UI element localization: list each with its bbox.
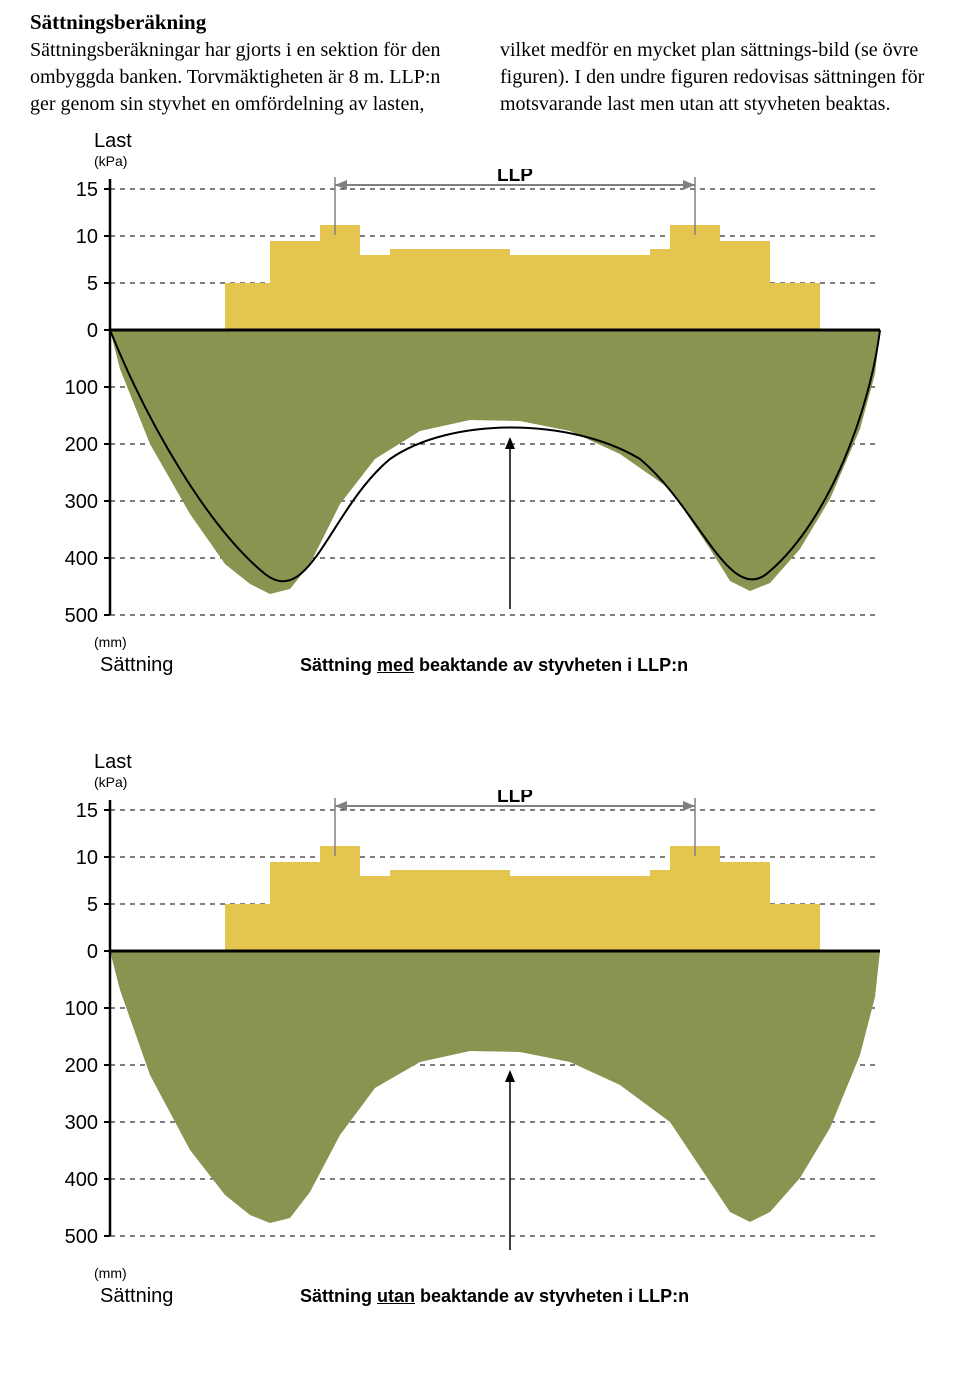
chart-bottom-svg: 15 10 5 0 100 200 300 400 500 LLP bbox=[30, 790, 890, 1260]
sattning-label-bot: Sättning bbox=[100, 1285, 300, 1308]
svg-text:LLP: LLP bbox=[497, 790, 533, 807]
sattning-label-top: Sättning bbox=[100, 654, 300, 677]
axis-unit-kpa: (kPa) bbox=[94, 153, 930, 169]
svg-text:500: 500 bbox=[65, 1226, 98, 1248]
axis-title-load-b: Last bbox=[94, 751, 930, 774]
caption-bottom: Sättning utan beaktande av styvheten i L… bbox=[300, 1286, 689, 1307]
chart-top: Last (kPa) 15 10 5 0 100 200 300 400 500 LLP (mm)… bbox=[30, 130, 930, 677]
svg-text:0: 0 bbox=[87, 320, 98, 342]
svg-text:LLP: LLP bbox=[497, 169, 533, 186]
chart-bottom: Last (kPa) 15 10 5 0 100 200 300 400 500 LLP (mm)… bbox=[30, 751, 930, 1308]
svg-text:400: 400 bbox=[65, 548, 98, 570]
svg-text:15: 15 bbox=[76, 800, 98, 822]
intro-paragraphs: Sättningsberäkningar har gjorts i en sek… bbox=[30, 37, 930, 118]
svg-text:200: 200 bbox=[65, 1055, 98, 1077]
chart-top-svg: 15 10 5 0 100 200 300 400 500 LLP bbox=[30, 169, 890, 629]
svg-text:200: 200 bbox=[65, 434, 98, 456]
svg-text:100: 100 bbox=[65, 377, 98, 399]
intro-right: vilket medför en mycket plan sättnings-b… bbox=[500, 37, 930, 118]
svg-text:300: 300 bbox=[65, 491, 98, 513]
svg-text:10: 10 bbox=[76, 226, 98, 248]
axis-unit-mm-top: (mm) bbox=[94, 634, 930, 650]
svg-text:10: 10 bbox=[76, 847, 98, 869]
svg-text:300: 300 bbox=[65, 1112, 98, 1134]
axis-unit-kpa-b: (kPa) bbox=[94, 774, 930, 790]
svg-text:5: 5 bbox=[87, 273, 98, 295]
svg-text:500: 500 bbox=[65, 605, 98, 627]
svg-text:5: 5 bbox=[87, 894, 98, 916]
axis-title-load: Last bbox=[94, 130, 930, 153]
caption-top: Sättning med beaktande av styvheten i LL… bbox=[300, 655, 688, 676]
svg-text:0: 0 bbox=[87, 941, 98, 963]
axis-unit-mm-bot: (mm) bbox=[94, 1265, 930, 1281]
svg-text:100: 100 bbox=[65, 998, 98, 1020]
page-heading: Sättningsberäkning bbox=[30, 10, 930, 35]
svg-text:400: 400 bbox=[65, 1169, 98, 1191]
svg-text:15: 15 bbox=[76, 179, 98, 201]
intro-left: Sättningsberäkningar har gjorts i en sek… bbox=[30, 37, 460, 118]
